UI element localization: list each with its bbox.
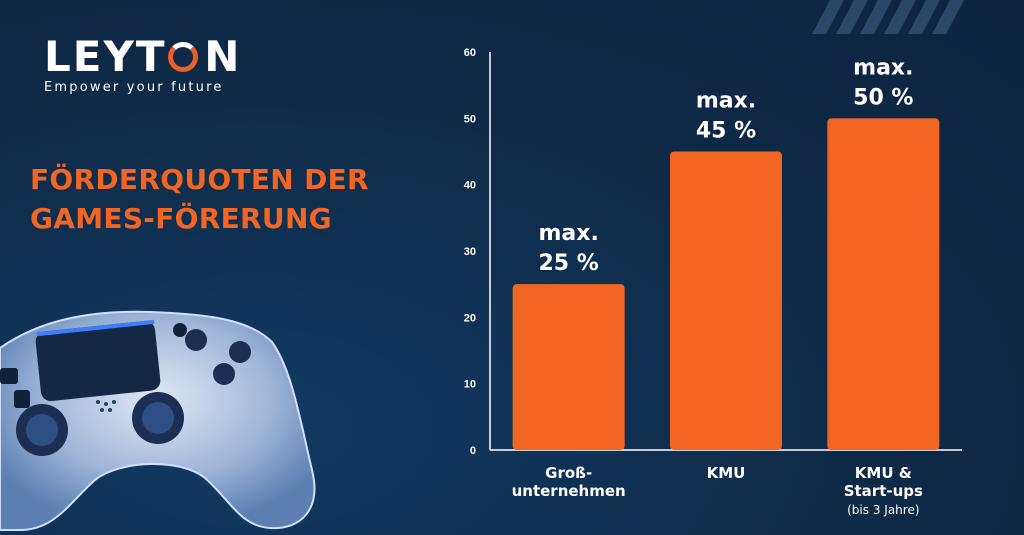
data-label-3-value: 50 %: [853, 85, 913, 110]
category-labels: Groß-unternehmen KMU KMU &Start-ups (bis 3 …: [512, 464, 923, 517]
brand-wordmark: LEYTON: [44, 36, 241, 78]
category-label-3-line-1: KMU &: [855, 464, 912, 482]
data-labels: max. 25 % max. 45 % max. 50 %: [539, 55, 914, 276]
category-note-3: (bis 3 Jahre): [847, 503, 919, 517]
y-axis-ticks: 0 10 20 30 40 50 60: [464, 47, 476, 457]
data-label-1-value: 25 %: [539, 251, 599, 276]
y-tick-label-0: 0: [470, 445, 476, 457]
brand-logo: LEYTON Empower your future: [44, 36, 241, 96]
brand-name-prefix: LEYT: [44, 32, 167, 81]
category-label-1-line-2: unternehmen: [512, 482, 626, 500]
y-tick-label-30: 30: [464, 246, 476, 258]
category-label-1-line-1: Groß-: [545, 464, 592, 482]
gamepad-controller-icon: [0, 310, 316, 531]
bar-3: [827, 118, 940, 450]
data-label-2-prefix: max.: [696, 89, 756, 114]
y-tick-label-20: 20: [464, 312, 476, 324]
logo-ring-icon: [167, 42, 198, 72]
decorative-stripes: [812, 0, 964, 34]
data-label-1-prefix: max.: [539, 221, 599, 246]
category-label-2-line-1: KMU: [707, 464, 746, 482]
page-title: FÖRDERQUOTEN DER GAMES-FÖRERUNG: [30, 160, 369, 238]
page-title-line-2: GAMES-FÖRERUNG: [30, 202, 332, 235]
brand-tagline: Empower your future: [44, 80, 224, 95]
brand-name-o: O: [167, 36, 205, 78]
bar-1: [512, 284, 625, 450]
y-tick-label-40: 40: [464, 180, 476, 192]
brand-name-suffix: N: [204, 32, 242, 81]
y-tick-label-60: 60: [464, 47, 476, 59]
bar-2: [670, 151, 782, 450]
y-tick-label-10: 10: [464, 379, 476, 391]
category-label-3-line-2: Start-ups: [844, 482, 923, 500]
data-label-3-prefix: max.: [853, 55, 913, 80]
data-label-2-value: 45 %: [696, 119, 756, 144]
y-tick-label-50: 50: [464, 113, 476, 125]
bar-series: [512, 118, 940, 450]
page-title-line-1: FÖRDERQUOTEN DER: [30, 163, 369, 196]
